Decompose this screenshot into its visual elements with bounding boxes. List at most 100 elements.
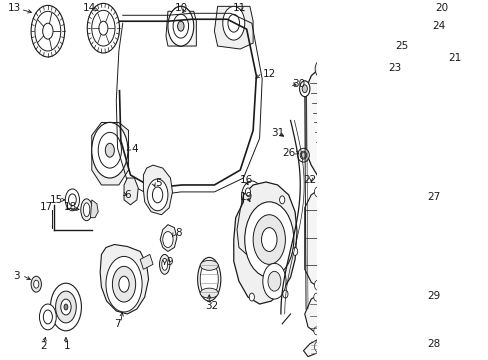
Circle shape — [31, 5, 64, 57]
Circle shape — [223, 6, 244, 40]
Polygon shape — [140, 255, 153, 269]
Circle shape — [61, 299, 71, 315]
Text: 24: 24 — [432, 21, 445, 31]
Circle shape — [112, 266, 135, 302]
Polygon shape — [304, 289, 407, 339]
Ellipse shape — [380, 60, 393, 78]
Text: 13: 13 — [8, 3, 21, 13]
Text: 30: 30 — [291, 79, 305, 89]
Text: 16: 16 — [240, 175, 253, 185]
Circle shape — [56, 291, 76, 323]
Text: 2: 2 — [40, 341, 47, 351]
Polygon shape — [214, 6, 253, 49]
Ellipse shape — [297, 148, 308, 162]
Text: 18: 18 — [64, 202, 77, 212]
Ellipse shape — [336, 60, 349, 78]
Circle shape — [245, 188, 257, 206]
Ellipse shape — [405, 46, 410, 52]
Circle shape — [292, 247, 297, 255]
Circle shape — [163, 231, 173, 247]
Circle shape — [267, 271, 280, 291]
Circle shape — [105, 143, 114, 157]
Circle shape — [249, 293, 254, 301]
Ellipse shape — [383, 64, 390, 74]
Text: 15: 15 — [50, 195, 63, 205]
Circle shape — [92, 122, 128, 178]
Ellipse shape — [81, 199, 92, 221]
Ellipse shape — [162, 258, 167, 270]
Text: 5: 5 — [155, 178, 162, 188]
Circle shape — [40, 304, 56, 330]
Circle shape — [314, 280, 320, 290]
Ellipse shape — [397, 49, 402, 59]
Ellipse shape — [361, 64, 368, 74]
Text: 20: 20 — [434, 3, 447, 13]
Circle shape — [92, 10, 115, 46]
Text: 21: 21 — [447, 53, 460, 63]
Circle shape — [385, 187, 391, 197]
Text: 6: 6 — [124, 190, 130, 200]
Circle shape — [35, 11, 61, 51]
Polygon shape — [304, 188, 427, 289]
Circle shape — [43, 310, 52, 324]
Circle shape — [87, 3, 119, 53]
Circle shape — [314, 342, 320, 352]
Circle shape — [398, 310, 404, 318]
Circle shape — [177, 21, 183, 31]
Circle shape — [249, 193, 254, 201]
Circle shape — [349, 280, 356, 290]
Circle shape — [313, 293, 318, 301]
Circle shape — [314, 187, 320, 197]
Circle shape — [409, 8, 418, 22]
Text: 10: 10 — [174, 3, 187, 13]
Polygon shape — [303, 337, 417, 357]
Text: 29: 29 — [427, 291, 440, 301]
Text: 17: 17 — [40, 202, 53, 212]
Circle shape — [253, 215, 285, 264]
Circle shape — [92, 122, 128, 178]
Ellipse shape — [336, 342, 388, 354]
Circle shape — [346, 342, 352, 352]
Text: 22: 22 — [303, 175, 316, 185]
Circle shape — [173, 14, 188, 38]
Text: 31: 31 — [271, 129, 284, 138]
Text: 28: 28 — [427, 339, 440, 349]
Text: 14: 14 — [82, 3, 96, 13]
Text: 1: 1 — [63, 341, 70, 351]
Text: 9: 9 — [165, 257, 172, 267]
Circle shape — [104, 142, 115, 158]
Text: 25: 25 — [394, 41, 407, 51]
Bar — [452, 70, 459, 78]
Circle shape — [245, 188, 250, 196]
Circle shape — [177, 21, 183, 31]
Polygon shape — [100, 244, 148, 314]
Text: 11: 11 — [232, 3, 245, 13]
Ellipse shape — [402, 43, 412, 55]
Ellipse shape — [159, 255, 169, 274]
Circle shape — [99, 21, 108, 35]
Circle shape — [372, 327, 378, 335]
Circle shape — [244, 202, 293, 277]
Circle shape — [98, 132, 121, 168]
Text: 12: 12 — [262, 69, 276, 79]
Circle shape — [302, 85, 307, 93]
Circle shape — [261, 228, 276, 251]
Circle shape — [106, 256, 142, 312]
Circle shape — [147, 179, 167, 211]
Circle shape — [282, 290, 287, 298]
Ellipse shape — [358, 60, 371, 78]
Polygon shape — [124, 178, 138, 205]
Polygon shape — [165, 11, 196, 46]
Text: 19: 19 — [240, 192, 253, 202]
Circle shape — [414, 187, 420, 197]
Polygon shape — [423, 195, 434, 228]
Circle shape — [50, 283, 81, 331]
Circle shape — [372, 293, 378, 301]
Text: 4: 4 — [131, 144, 138, 154]
Circle shape — [98, 132, 121, 168]
Circle shape — [167, 6, 193, 46]
Text: 27: 27 — [427, 192, 440, 202]
Circle shape — [65, 189, 80, 211]
Polygon shape — [90, 200, 98, 218]
Polygon shape — [324, 304, 368, 329]
